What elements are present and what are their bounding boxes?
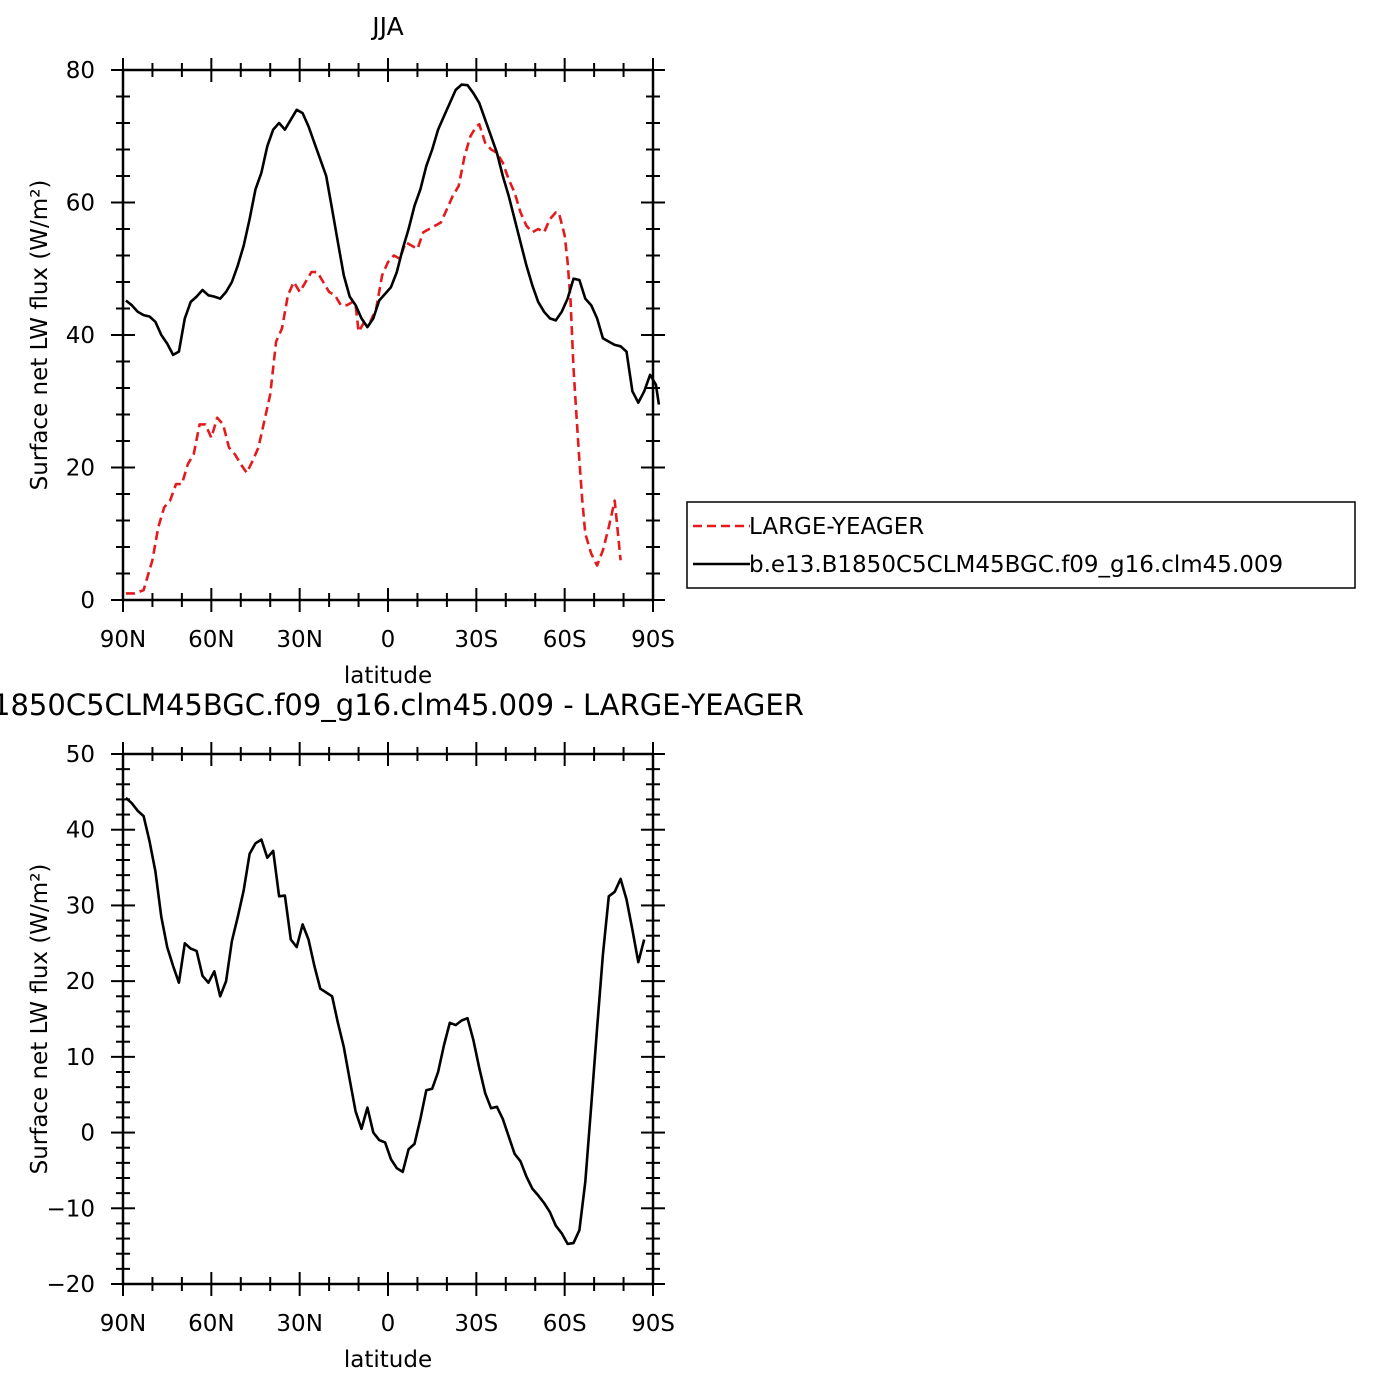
y-tick-label: 40 [66, 323, 95, 349]
y-tick-label: 50 [66, 742, 95, 768]
legend-label-model-run: b.e13.B1850C5CLM45BGC.f09_g16.clm45.009 [749, 552, 1283, 578]
y-tick-label: 40 [66, 818, 95, 844]
x-tick-label: 90S [631, 1311, 675, 1337]
top-chart-x-axis-label: latitude [344, 663, 432, 689]
top-chart-y-axis-label: Surface net LW flux (W/m²) [27, 180, 53, 491]
x-tick-label: 60N [188, 1311, 234, 1337]
y-tick-label: 10 [66, 1045, 95, 1071]
y-tick-label: 80 [66, 58, 95, 84]
y-tick-label: −10 [46, 1196, 95, 1222]
series-line-0 [125, 123, 622, 595]
y-tick-label: 60 [66, 191, 95, 217]
y-tick-label: −20 [46, 1272, 95, 1298]
bottom-chart-title: B1850C5CLM45BGC.f09_g16.clm45.009 - LARG… [0, 688, 804, 722]
x-tick-label: 90N [100, 627, 146, 653]
x-tick-label: 30N [276, 627, 322, 653]
y-tick-label: 0 [80, 1121, 95, 1147]
bottom-chart-x-axis-label: latitude [344, 1347, 432, 1373]
bottom-line-chart: B1850C5CLM45BGC.f09_g16.clm45.009 - LARG… [0, 688, 804, 1373]
x-tick-label: 60N [188, 627, 234, 653]
legend-label-large-yeager: LARGE-YEAGER [749, 514, 924, 540]
x-tick-label: 0 [381, 1311, 396, 1337]
top-line-chart: JJA Surface net LW flux (W/m²) latitude … [27, 12, 675, 689]
y-tick-label: 0 [80, 588, 95, 614]
bottom-chart-y-axis-label: Surface net LW flux (W/m²) [27, 864, 53, 1175]
series-line-1 [125, 83, 661, 405]
plot-frame [121, 68, 655, 602]
x-tick-label: 30N [276, 1311, 322, 1337]
x-tick-label: 30S [454, 1311, 498, 1337]
y-tick-label: 30 [66, 893, 95, 919]
y-tick-label: 20 [66, 456, 95, 482]
x-tick-label: 60S [543, 1311, 587, 1337]
top-chart-title: JJA [370, 12, 403, 41]
top-chart-legend: LARGE-YEAGER b.e13.B1850C5CLM45BGC.f09_g… [686, 501, 1356, 589]
series-line-0 [125, 796, 646, 1246]
x-tick-label: 0 [381, 627, 396, 653]
y-tick-label: 20 [66, 969, 95, 995]
plot-frame [121, 752, 655, 1286]
legend-box [686, 501, 1356, 589]
x-tick-label: 30S [454, 627, 498, 653]
x-tick-label: 90N [100, 1311, 146, 1337]
x-tick-label: 60S [543, 627, 587, 653]
x-tick-label: 90S [631, 627, 675, 653]
